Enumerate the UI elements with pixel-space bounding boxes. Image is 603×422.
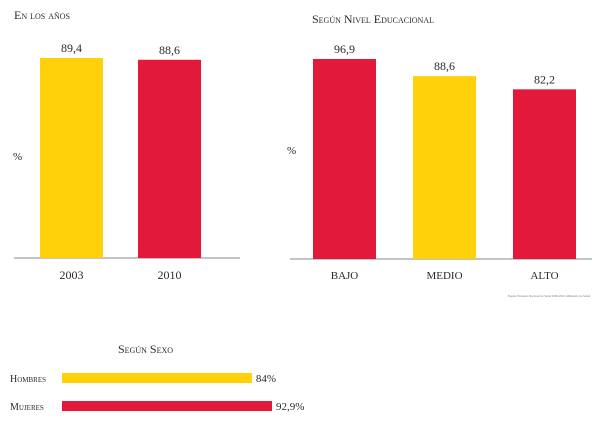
value-label-hombres: 84% [256, 373, 276, 385]
chart-education: Según Nivel Educacional % 96,9 BAJO 88,6 ME… [287, 12, 592, 299]
bar-hombres [62, 373, 252, 383]
bar-2010 [138, 59, 201, 259]
category-label-mujeres: Mujeres [10, 402, 44, 413]
bar-2003 [40, 58, 103, 258]
bar-bajo [313, 59, 376, 259]
chart-title-years: En los años [14, 8, 70, 22]
source-note: Fuente: Encuesta Nacional de Salud 2009-… [508, 294, 591, 299]
y-axis-label-education: % [287, 145, 296, 157]
value-label-2003: 89,4 [61, 41, 82, 55]
value-label-alto: 82,2 [534, 72, 555, 86]
bar-medio [413, 76, 476, 259]
value-label-bajo: 96,9 [334, 42, 355, 56]
category-label-2010: 2010 [158, 268, 182, 282]
category-label-2003: 2003 [60, 268, 84, 282]
value-label-2010: 88,6 [159, 43, 180, 57]
value-label-medio: 88,6 [434, 59, 455, 73]
category-label-medio: MEDIO [426, 270, 462, 282]
chart-sex: Según Sexo Hombres 84% Mujeres 92,9% [10, 342, 304, 413]
chart-title-sex: Según Sexo [118, 342, 173, 356]
chart-years: En los años % 89,4 2003 88,6 2010 [13, 8, 240, 282]
value-label-mujeres: 92,9% [276, 401, 304, 413]
bar-alto [513, 89, 576, 259]
category-label-bajo: BAJO [331, 270, 359, 282]
chart-title-education: Según Nivel Educacional [312, 12, 434, 26]
category-label-hombres: Hombres [10, 374, 46, 385]
y-axis-label-years: % [13, 151, 22, 163]
category-label-alto: ALTO [530, 270, 558, 282]
bar-mujeres [62, 401, 272, 411]
